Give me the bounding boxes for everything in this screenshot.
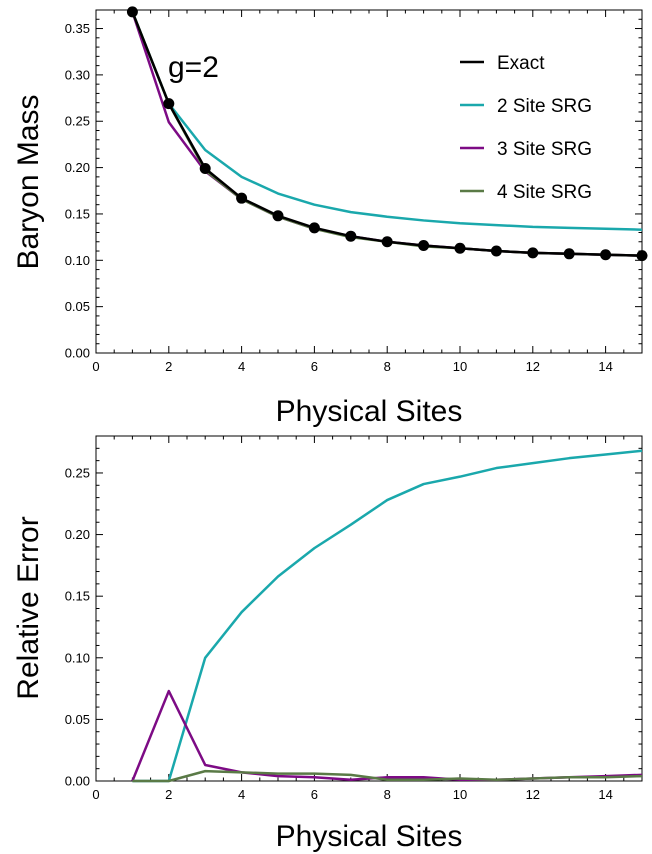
- bottom-y-axis-label: Relative Error: [12, 516, 45, 699]
- series-line-2-site-srg: [131, 11, 643, 231]
- x-tick-label: 4: [238, 359, 245, 374]
- y-tick-label: 0.05: [65, 299, 90, 314]
- series-line-3-site-srg: [131, 689, 643, 782]
- exact-data-point: [418, 239, 430, 251]
- y-tick-label: 0.25: [65, 114, 90, 129]
- series-line-3-site-srg: [131, 11, 643, 257]
- exact-data-point: [636, 250, 648, 262]
- exact-data-point: [163, 98, 175, 110]
- x-tick-label: 6: [311, 359, 318, 374]
- exact-data-point: [381, 236, 393, 248]
- top-x-axis-label: Physical Sites: [276, 395, 463, 428]
- bottom-series-layer: [131, 449, 643, 783]
- x-tick-label: 10: [453, 359, 467, 374]
- y-tick-label: 0.20: [65, 527, 90, 542]
- y-tick-label: 0.10: [65, 253, 90, 268]
- y-tick-label: 0.35: [65, 21, 90, 36]
- y-tick-label: 0.10: [65, 650, 90, 665]
- x-tick-label: 2: [165, 359, 172, 374]
- x-tick-label: 14: [598, 359, 612, 374]
- legend-entry: Exact: [497, 53, 545, 74]
- x-tick-label: 8: [384, 359, 391, 374]
- series-line-4-site-srg: [131, 11, 643, 257]
- bottom-plot-frame: [95, 435, 643, 782]
- x-tick-label: 2: [165, 787, 172, 802]
- exact-data-point: [527, 247, 539, 259]
- coupling-annotation: g=2: [168, 51, 219, 84]
- relative-error-panel: 0 2 4 6 8 10 12 14 0.00 0.05 0.10 0.15 0.20 0.25 Phys…: [12, 435, 643, 853]
- exact-data-point: [563, 248, 575, 260]
- y-tick-label: 0.30: [65, 67, 90, 82]
- legend: Exact 2 Site SRG 3 Site SRG 4 Site SRG: [460, 53, 592, 203]
- exact-data-point: [600, 249, 612, 261]
- top-axis-ticks: 0 2 4 6 8 10 12 14 0.00 0.05 0.10 0.15 0.20 0.25 0.30 0…: [65, 9, 643, 374]
- series-line-2-site-srg: [132, 449, 643, 783]
- exact-data-point: [454, 242, 466, 254]
- legend-entry: 4 Site SRG: [497, 182, 592, 203]
- exact-data-point: [308, 222, 320, 234]
- x-tick-label: 12: [526, 787, 540, 802]
- x-tick-label: 12: [526, 359, 540, 374]
- bottom-x-axis-label: Physical Sites: [276, 820, 463, 853]
- series-line-exact: [131, 11, 643, 257]
- legend-entry: 2 Site SRG: [497, 96, 592, 117]
- x-tick-label: 4: [238, 787, 245, 802]
- top-series-layer: [126, 6, 648, 262]
- x-tick-label: 6: [311, 787, 318, 802]
- y-tick-label: 0.05: [65, 712, 90, 727]
- exact-data-point: [345, 230, 357, 242]
- x-tick-label: 10: [453, 787, 467, 802]
- y-tick-label: 0.00: [65, 346, 90, 361]
- exact-data-point: [490, 245, 502, 257]
- y-tick-label: 0.20: [65, 160, 90, 175]
- exact-data-point: [236, 192, 248, 204]
- exact-data-point: [126, 6, 138, 18]
- bottom-axis-ticks: 0 2 4 6 8 10 12 14 0.00 0.05 0.10 0.15 0.20 0.25: [65, 435, 643, 802]
- y-tick-label: 0.25: [65, 465, 90, 480]
- legend-entry: 3 Site SRG: [497, 139, 592, 160]
- x-tick-label: 0: [92, 787, 99, 802]
- y-tick-label: 0.15: [65, 589, 90, 604]
- exact-data-point: [199, 163, 211, 175]
- top-y-axis-label: Baryon Mass: [12, 94, 45, 269]
- x-tick-label: 8: [384, 787, 391, 802]
- y-tick-label: 0.15: [65, 206, 90, 221]
- y-tick-label: 0.00: [65, 774, 90, 789]
- exact-data-point: [272, 210, 284, 222]
- x-tick-label: 14: [598, 787, 612, 802]
- x-tick-label: 0: [92, 359, 99, 374]
- series-line-4-site-srg: [132, 769, 643, 783]
- baryon-mass-panel: 0 2 4 6 8 10 12 14 0.00 0.05 0.10 0.15 0.20 0.25 0.30 0…: [12, 6, 648, 428]
